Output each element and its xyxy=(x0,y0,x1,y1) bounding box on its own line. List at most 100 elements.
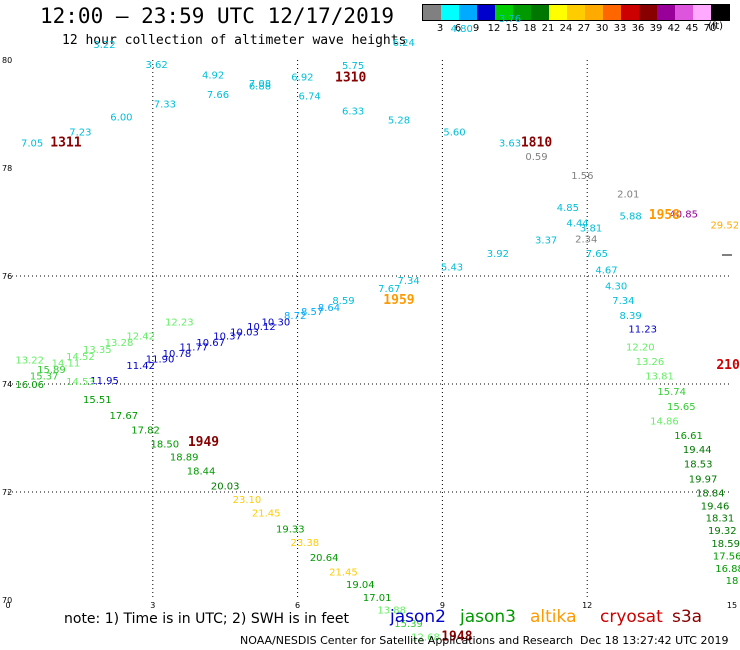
wave-height-reading: 15.89 xyxy=(37,365,66,376)
wave-height-reading: 18.84 xyxy=(696,488,725,499)
wave-height-reading: 20.03 xyxy=(211,481,240,492)
legend-label: 70 xyxy=(703,23,717,34)
legend-satellite-cryosat: cryosat xyxy=(600,607,663,627)
pass-time-label: 1948 xyxy=(441,630,472,645)
wave-height-reading: 7.23 xyxy=(69,128,91,139)
wave-height-reading: 18.89 xyxy=(170,453,199,464)
legend-label: 24 xyxy=(559,23,573,34)
wave-height-reading: 14.86 xyxy=(650,417,679,428)
legend-satellite-s3a: s3a xyxy=(672,607,703,627)
legend-swatch-5 xyxy=(513,5,531,20)
wave-height-reading: 11.90 xyxy=(146,354,175,365)
wave-height-reading: 19.04 xyxy=(346,580,375,591)
legend-swatch-1 xyxy=(441,5,459,20)
wave-height-reading: 10.37 xyxy=(213,332,242,343)
wave-height-reading: 16.88 xyxy=(715,564,740,575)
wave-height-reading: 10.67 xyxy=(196,338,225,349)
wave-height-reading: 10.12 xyxy=(247,322,276,333)
legend-label: 39 xyxy=(649,23,663,34)
wave-height-reading: 1.56 xyxy=(571,171,593,182)
wave-height-reading: 14.53 xyxy=(66,377,95,388)
latitude-label: 74 xyxy=(2,380,12,389)
wave-height-reading: 14.11 xyxy=(52,359,81,370)
wave-height-reading: 0.59 xyxy=(525,152,547,163)
wave-height-reading: 8.72 xyxy=(284,311,306,322)
wave-height-reading: 12.23 xyxy=(165,318,194,329)
legend-swatch-2 xyxy=(459,5,477,20)
page-title: 12:00 – 23:59 UTC 12/17/2019 xyxy=(40,4,395,28)
pass-time-label: 1949 xyxy=(188,435,219,450)
footer-credit: NOAA/NESDIS Center for Satellite Applica… xyxy=(240,634,574,647)
pass-time-label: 1958 xyxy=(649,208,680,223)
legend-swatch-4 xyxy=(495,5,513,20)
wave-height-reading: 18.53 xyxy=(684,460,713,471)
wave-height-reading: 18.44 xyxy=(187,467,216,478)
wave-height-reading: 12.20 xyxy=(626,343,655,354)
wave-height-reading: 12.42 xyxy=(126,332,155,343)
wave-height-reading: 11.95 xyxy=(90,376,119,387)
legend-label: 18 xyxy=(523,23,537,34)
wave-height-reading: 13.88 xyxy=(377,606,406,617)
wave-height-reading: 17.67 xyxy=(110,411,139,422)
wave-height-reading: 8.39 xyxy=(620,311,642,322)
wave-height-reading: 3.63 xyxy=(499,138,521,149)
legend-satellite-altika: altika xyxy=(530,607,577,627)
wave-height-reading: 19.33 xyxy=(276,525,305,536)
footer-timestamp: Dec 18 13:27:42 UTC 2019 xyxy=(580,634,729,647)
wave-height-reading: 7.33 xyxy=(154,100,176,111)
wave-height-reading: 7.08 xyxy=(249,79,271,90)
wave-height-reading: 7.67 xyxy=(378,284,400,295)
wave-height-reading: 2.34 xyxy=(575,235,597,246)
wave-height-reading: 18 xyxy=(726,576,739,587)
latitude-label: 70 xyxy=(2,596,12,605)
longitude-label: 0 xyxy=(5,601,10,610)
legend-label: 30 xyxy=(595,23,609,34)
wave-height-reading: 3.62 xyxy=(146,60,168,71)
wave-height-reading: 6.92 xyxy=(291,73,313,84)
latitude-label: 78 xyxy=(2,164,12,173)
legend-label: 15 xyxy=(505,23,519,34)
wave-height-reading: 11.42 xyxy=(126,361,155,372)
wave-height-reading: 13.81 xyxy=(645,372,674,383)
legend-swatch-15 xyxy=(693,5,711,20)
wave-height-reading: 6.33 xyxy=(342,107,364,118)
legend-swatch-6 xyxy=(531,5,549,20)
longitude-label: 3 xyxy=(150,601,155,610)
wave-height-reading: 7.34 xyxy=(397,276,419,287)
pass-time-label: 1959 xyxy=(383,293,414,308)
legend-swatch-9 xyxy=(585,5,603,20)
legend-swatch-14 xyxy=(675,5,693,20)
legend-swatch-3 xyxy=(477,5,495,20)
longitude-label: 15 xyxy=(727,601,737,610)
wave-height-reading: 10.03 xyxy=(230,327,259,338)
wave-height-reading: 17.82 xyxy=(131,426,160,437)
legend-label: 42 xyxy=(667,23,681,34)
wave-height-reading: 19.32 xyxy=(708,526,737,537)
legend-swatch-0 xyxy=(423,5,441,20)
wave-height-reading: 17.56 xyxy=(713,552,740,563)
wave-height-reading: 19.46 xyxy=(701,501,730,512)
wave-height-reading: 3.76 xyxy=(499,14,521,25)
longitude-label: 12 xyxy=(582,601,592,610)
wave-height-reading: 7.05 xyxy=(21,138,43,149)
wave-height-reading: 6.88 xyxy=(249,82,271,93)
wave-height-reading: 15.39 xyxy=(394,619,423,630)
longitude-label: 9 xyxy=(440,601,445,610)
wave-height-reading: 3.92 xyxy=(487,249,509,260)
wave-height-reading: 12.68 xyxy=(411,633,440,644)
wave-height-reading: 5.28 xyxy=(388,116,410,127)
wave-height-reading: 8.57 xyxy=(301,307,323,318)
wave-height-reading: 8.59 xyxy=(332,296,354,307)
wave-height-color-legend: 3 6 9 12 15 18 21 24 27 30 33 36 39 42 45 70 xyxy=(422,4,730,35)
wave-height-reading: 17.01 xyxy=(363,593,392,604)
legend-satellite-jason2: jason2 xyxy=(390,607,446,627)
wave-height-reading: 4.67 xyxy=(595,265,617,276)
wave-height-reading: 16.61 xyxy=(674,431,703,442)
wave-height-reading: 4.44 xyxy=(566,218,588,229)
legend-swatch-12 xyxy=(639,5,657,20)
legend-label: 45 xyxy=(685,23,699,34)
wave-height-reading: 4.80 xyxy=(451,24,473,35)
wave-height-reading: 23.38 xyxy=(291,538,320,549)
wave-height-reading: 15.74 xyxy=(657,387,686,398)
wave-height-reading: 40.85 xyxy=(669,210,698,221)
